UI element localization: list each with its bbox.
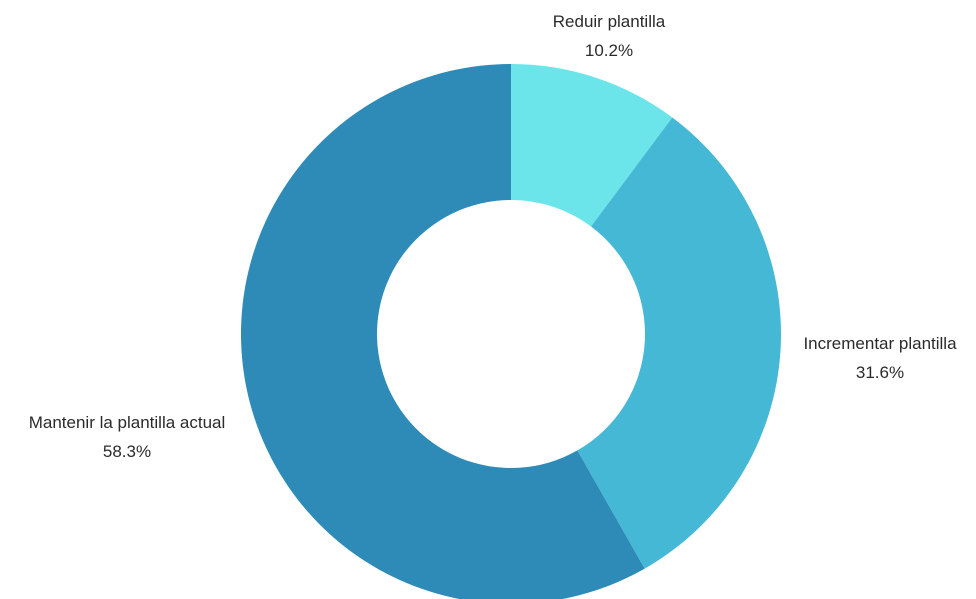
slice-label-mantenir: Mantenir la plantilla actual 58.3%	[29, 413, 226, 461]
slice-label-mantenir-value: 58.3%	[103, 442, 151, 461]
donut-slices	[241, 64, 781, 599]
slice-label-mantenir-name: Mantenir la plantilla actual	[29, 413, 226, 432]
slice-label-reduir-value: 10.2%	[585, 41, 633, 60]
slice-reduir	[511, 64, 673, 227]
slice-label-incrementar: Incrementar plantilla 31.6%	[803, 334, 957, 382]
slice-label-incrementar-name: Incrementar plantilla	[803, 334, 957, 353]
slice-label-reduir-name: Reduir plantilla	[553, 12, 666, 31]
slice-incrementar	[577, 117, 781, 569]
slice-label-incrementar-value: 31.6%	[856, 363, 904, 382]
slice-label-reduir: Reduir plantilla 10.2%	[553, 12, 666, 60]
slice-mantenir	[241, 64, 645, 599]
